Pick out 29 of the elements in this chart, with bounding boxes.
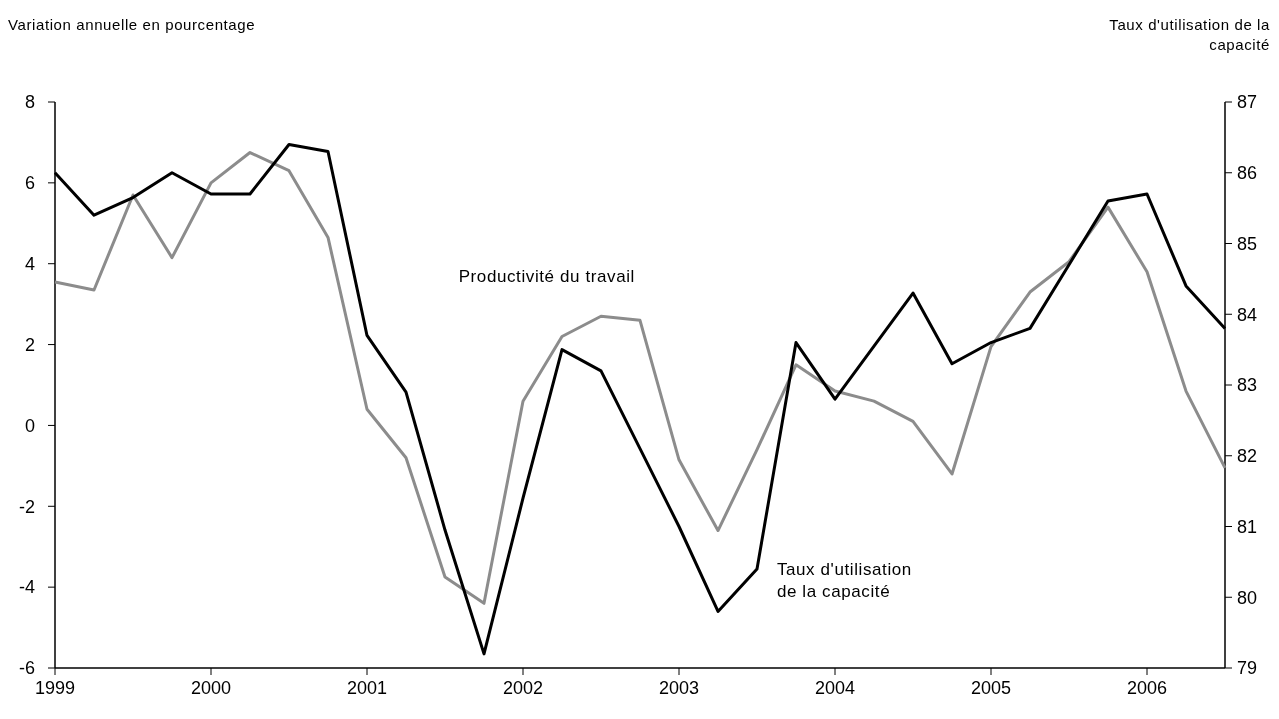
y2-tick-label: 84 (1237, 304, 1258, 325)
x-tick-label: 2004 (814, 678, 856, 698)
y-tick-label: -6 (18, 658, 35, 679)
y2-tick-label: 81 (1237, 516, 1258, 537)
x-tick-label: 1999 (34, 678, 76, 698)
y-tick-label: 2 (24, 334, 35, 355)
series-label: Productivité du travail (458, 266, 635, 286)
y-axis-title: Variation annuelle en pourcentage (8, 16, 256, 33)
y2-tick-label: 79 (1237, 658, 1258, 679)
y-tick-label: 4 (24, 254, 35, 275)
y-tick-label: -4 (18, 577, 35, 598)
x-tick-label: 2000 (190, 678, 232, 698)
y2-tick-label: 87 (1237, 92, 1258, 113)
y2-tick-label: 86 (1237, 163, 1258, 184)
y-tick-label: 8 (24, 92, 35, 113)
y2-tick-label: 82 (1237, 446, 1258, 467)
y2-tick-label: 85 (1237, 233, 1258, 254)
y2-axis-title: Taux d'utilisation de la capacité (1109, 16, 1271, 53)
y2-tick-label: 80 (1237, 587, 1258, 608)
x-tick-label: 2002 (502, 678, 544, 698)
x-tick-label: 2001 (346, 678, 388, 698)
y-tick-label: 0 (24, 415, 35, 436)
x-tick-label: 2006 (1126, 678, 1168, 698)
series-label: Taux d'utilisation de la capacité (776, 560, 912, 602)
y-tick-label: 6 (24, 173, 35, 194)
x-tick-label: 2003 (658, 678, 700, 698)
y-tick-label: -2 (18, 496, 35, 517)
y2-tick-label: 83 (1237, 375, 1258, 396)
x-tick-label: 2005 (970, 678, 1012, 698)
